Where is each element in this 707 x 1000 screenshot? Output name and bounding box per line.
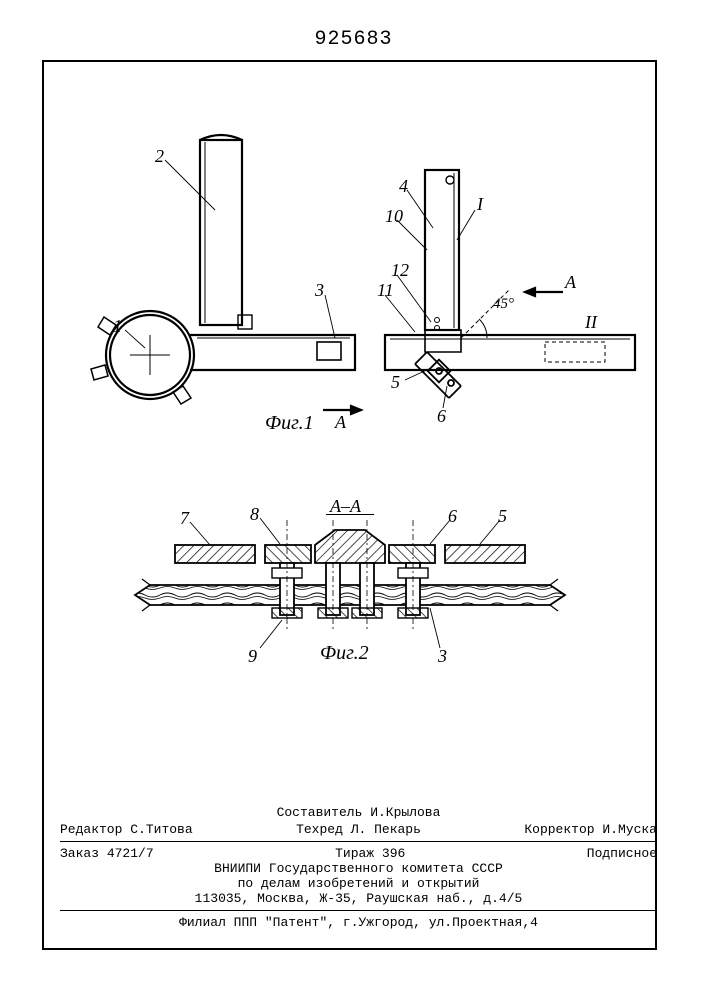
techred-label: Техред xyxy=(296,822,343,837)
corrector-name: И.Муска xyxy=(602,822,657,837)
callout-12: 12 xyxy=(391,260,409,281)
circulation-value: 396 xyxy=(382,846,405,861)
section-a-top: A xyxy=(565,272,576,293)
callout-10: 10 xyxy=(385,206,403,227)
order-label: Заказ xyxy=(60,846,99,861)
callout-6b: 6 xyxy=(448,506,457,527)
org-line2: по делам изобретений и открытий xyxy=(60,876,657,891)
callout-5: 5 xyxy=(391,372,400,393)
editor-label: Редактор xyxy=(60,822,122,837)
techred-name: Л. Пекарь xyxy=(351,822,421,837)
angle-label: 45° xyxy=(493,296,514,313)
callout-8: 8 xyxy=(250,504,259,525)
callout-2: 2 xyxy=(155,146,164,167)
callout-7: 7 xyxy=(180,508,189,529)
callout-6: 6 xyxy=(437,406,446,427)
subscription: Подписное xyxy=(587,846,657,861)
callout-3b: 3 xyxy=(438,646,447,667)
callout-1: 1 xyxy=(113,316,122,337)
callout-roman1: I xyxy=(477,194,483,215)
corrector-label: Корректор xyxy=(524,822,594,837)
org-line1: ВНИИПИ Государственного комитета СССР xyxy=(60,861,657,876)
branch-line: Филиал ППП "Патент", г.Ужгород, ул.Проек… xyxy=(60,915,657,930)
callout-9: 9 xyxy=(248,646,257,667)
figure-1: 2 1 3 11 12 4 10 I 5 6 II 45° A A Фиг.1 xyxy=(55,120,645,450)
figure1-label: Фиг.1 xyxy=(265,412,314,435)
compiler-name: И.Крылова xyxy=(370,805,440,820)
callout-4: 4 xyxy=(399,176,408,197)
circulation-label: Тираж xyxy=(335,846,374,861)
compiler-label: Составитель xyxy=(277,805,363,820)
figure2-label: Фиг.2 xyxy=(320,642,369,665)
editor-name: С.Титова xyxy=(130,822,192,837)
figure-2: A–A 7 8 6 5 9 3 Фиг.2 xyxy=(130,490,570,690)
footer-block: Составитель И.Крылова Редактор С.Титова … xyxy=(60,805,657,930)
order-value: 4721/7 xyxy=(107,846,154,861)
callout-11: 11 xyxy=(377,280,394,301)
callout-5b: 5 xyxy=(498,506,507,527)
callout-3: 3 xyxy=(315,280,324,301)
document-number: 925683 xyxy=(0,28,707,51)
callout-roman2: II xyxy=(585,312,597,333)
org-line3: 113035, Москва, Ж-35, Раушская наб., д.4… xyxy=(60,891,657,906)
section-a-bot: A xyxy=(335,412,346,433)
section-underline xyxy=(326,514,374,515)
